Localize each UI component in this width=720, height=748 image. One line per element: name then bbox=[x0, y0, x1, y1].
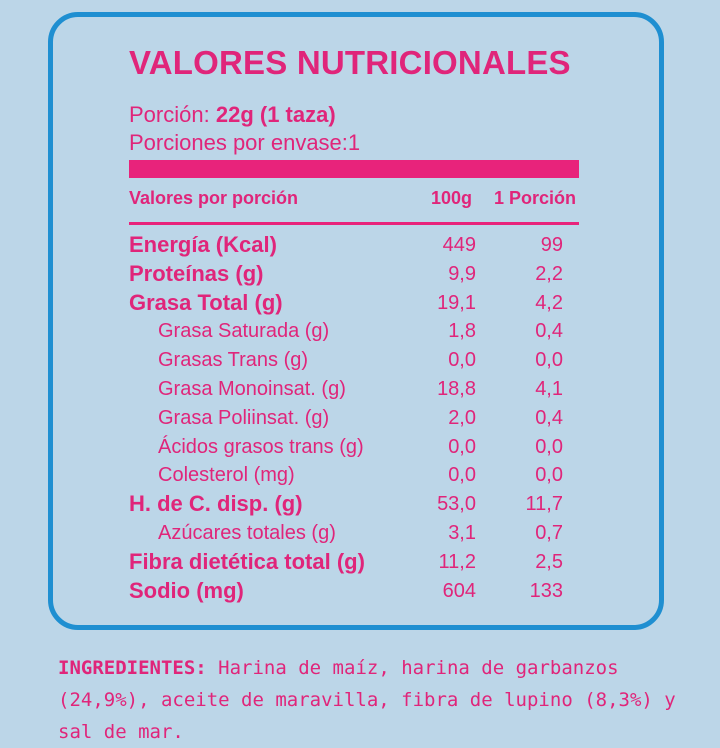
table-row: Azúcares totales (g) 3,1 0,7 bbox=[0, 518, 720, 547]
value-portion: 0,4 bbox=[535, 320, 563, 343]
value-100g: 0,0 bbox=[448, 349, 476, 372]
value-portion: 99 bbox=[540, 234, 563, 256]
table-row: Ácidos grasos trans (g) 0,0 0,0 bbox=[0, 432, 720, 461]
value-portion: 133 bbox=[529, 579, 563, 602]
table-row: Sodio (mg) 604 133 bbox=[0, 576, 720, 605]
value-portion: 0,0 bbox=[535, 464, 563, 487]
value-portion: 0,0 bbox=[535, 349, 563, 372]
table-row: Proteínas (g) 9,9 2,2 bbox=[0, 259, 720, 288]
nutrient-label: Colesterol (mg) bbox=[158, 464, 295, 487]
value-100g: 0,0 bbox=[448, 464, 476, 487]
portion-line: Porción: 22g (1 taza) bbox=[129, 101, 360, 129]
value-100g: 449 bbox=[442, 234, 476, 256]
nutrient-label: Energía (Kcal) bbox=[129, 232, 277, 257]
serving-info: Porción: 22g (1 taza) Porciones por enva… bbox=[129, 101, 360, 157]
nutrition-panel bbox=[48, 12, 664, 630]
page-title: VALORES NUTRICIONALES bbox=[129, 44, 571, 81]
portions-per-pack-value: 1 bbox=[347, 130, 361, 155]
value-100g: 18,8 bbox=[437, 377, 476, 400]
nutrient-label: Proteínas (g) bbox=[129, 260, 264, 286]
value-portion: 4,1 bbox=[535, 377, 563, 400]
nutrient-label: Sodio (mg) bbox=[129, 577, 244, 603]
value-100g: 11,2 bbox=[438, 550, 476, 573]
column-header-portion: 1 Porción bbox=[494, 188, 577, 208]
ingredients-label: INGREDIENTES: bbox=[58, 657, 207, 679]
column-header-100g: 100g bbox=[431, 188, 473, 208]
value-100g: 3,1 bbox=[448, 521, 476, 544]
portion-label: Porción: bbox=[129, 102, 210, 127]
value-portion: 11,7 bbox=[525, 493, 563, 516]
table-row: Colesterol (mg) 0,0 0,0 bbox=[0, 460, 720, 489]
value-portion: 2,5 bbox=[535, 550, 563, 573]
value-portion: 2,2 bbox=[535, 262, 563, 285]
nutrient-label: Grasa Poliinsat. (g) bbox=[158, 406, 330, 429]
table-row: H. de C. disp. (g) 53,0 11,7 bbox=[0, 489, 720, 518]
table-row: Grasas Trans (g) 0,0 0,0 bbox=[0, 345, 720, 374]
value-100g: 0,0 bbox=[448, 435, 476, 458]
value-100g: 1,8 bbox=[448, 320, 476, 343]
nutrient-label: Ácidos grasos trans (g) bbox=[158, 435, 364, 458]
header-divider bbox=[129, 222, 579, 225]
table-row: Grasa Saturada (g) 1,8 0,4 bbox=[0, 316, 720, 345]
ingredients-text: INGREDIENTES: Harina de maíz, harina de … bbox=[58, 652, 708, 748]
value-portion: 4,2 bbox=[535, 291, 563, 314]
value-100g: 53,0 bbox=[437, 493, 476, 516]
table-row: Energía (Kcal) 449 99 bbox=[0, 230, 720, 259]
nutrient-label: Grasa Total (g) bbox=[129, 289, 283, 315]
column-header-label: Valores por porción bbox=[129, 188, 299, 208]
value-portion: 0,4 bbox=[535, 406, 563, 429]
portion-value: 22g (1 taza) bbox=[215, 102, 336, 127]
table-row: Fibra dietética total (g) 11,2 2,5 bbox=[0, 547, 720, 576]
portions-per-pack-label: Porciones por envase: bbox=[129, 130, 348, 155]
table-row: Grasa Total (g) 19,1 4,2 bbox=[0, 288, 720, 317]
header-bar bbox=[129, 160, 579, 178]
portions-per-pack-line: Porciones por envase:1 bbox=[129, 129, 360, 157]
value-100g: 604 bbox=[442, 579, 476, 602]
table-row: Grasa Poliinsat. (g) 2,0 0,4 bbox=[0, 403, 720, 432]
nutrient-label: H. de C. disp. (g) bbox=[129, 491, 303, 517]
nutrition-table: Energía (Kcal) 449 99 Proteínas (g) 9,9 … bbox=[0, 230, 720, 604]
nutrient-label: Fibra dietética total (g) bbox=[129, 548, 365, 574]
nutrient-label: Grasa Saturada (g) bbox=[158, 320, 330, 343]
value-portion: 0,7 bbox=[535, 521, 563, 544]
table-row: Grasa Monoinsat. (g) 18,8 4,1 bbox=[0, 374, 720, 403]
nutrient-label: Azúcares totales (g) bbox=[158, 521, 336, 544]
value-100g: 9,9 bbox=[448, 262, 476, 285]
nutrient-label: Grasas Trans (g) bbox=[158, 349, 309, 372]
value-100g: 2,0 bbox=[448, 406, 476, 429]
value-portion: 0,0 bbox=[535, 435, 563, 458]
value-100g: 19,1 bbox=[437, 291, 476, 314]
nutrient-label: Grasa Monoinsat. (g) bbox=[158, 377, 346, 400]
